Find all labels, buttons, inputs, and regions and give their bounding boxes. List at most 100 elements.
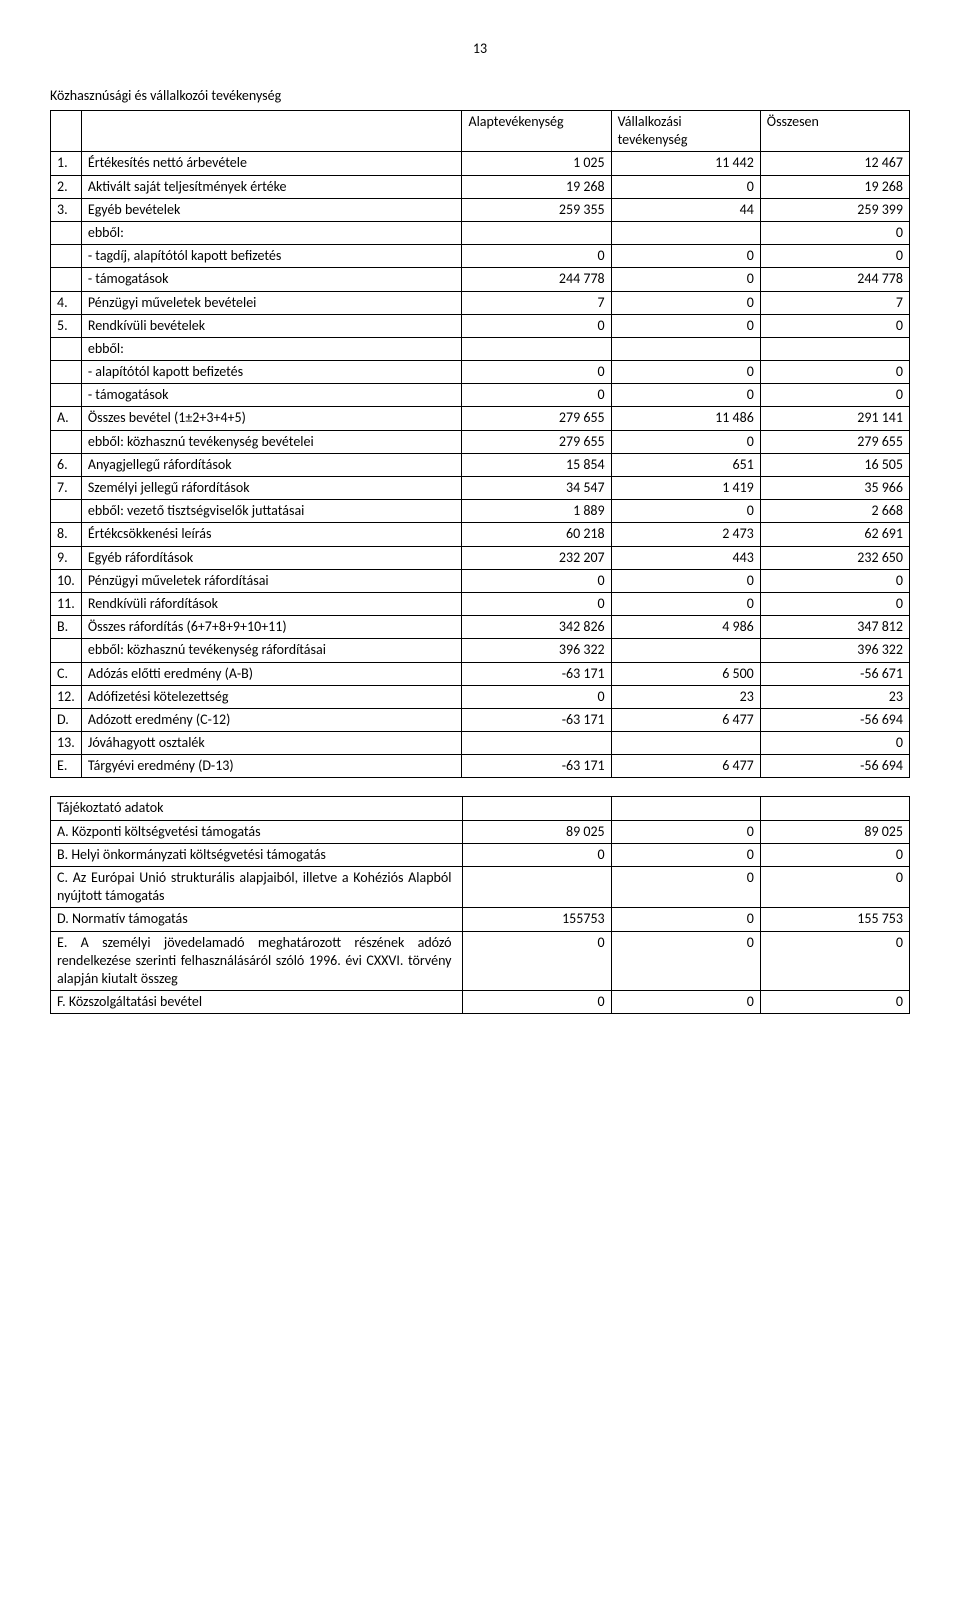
row-number: B.	[51, 616, 82, 639]
financial-table-1: Alaptevékenység Vállalkozási tevékenység…	[50, 110, 910, 778]
table-row: ebből: közhasznú tevékenység bevételei27…	[51, 430, 910, 453]
cell-v3: 232 650	[760, 546, 909, 569]
table-header-row: Tájékoztató adatok	[51, 797, 910, 820]
row-number: 13.	[51, 732, 82, 755]
cell-v2: 0	[611, 314, 760, 337]
row-label: - támogatások	[81, 268, 462, 291]
cell-v2: 0	[611, 268, 760, 291]
cell-v1: 396 322	[462, 639, 611, 662]
cell-v1	[462, 732, 611, 755]
cell-v3: 291 141	[760, 407, 909, 430]
cell-v3: 0	[760, 384, 909, 407]
row-number: 12.	[51, 685, 82, 708]
cell-v2: 0	[611, 175, 760, 198]
cell-v1: 7	[462, 291, 611, 314]
cell-v1: 0	[462, 991, 611, 1014]
table-row: B.Összes ráfordítás (6+7+8+9+10+11)342 8…	[51, 616, 910, 639]
row-label: C. Az Európai Unió strukturális alapjaib…	[51, 867, 463, 908]
table-row: 11.Rendkívüli ráfordítások000	[51, 592, 910, 615]
row-label: Aktivált saját teljesítmények értéke	[81, 175, 462, 198]
cell-v2: 443	[611, 546, 760, 569]
cell-v3: 259 399	[760, 198, 909, 221]
row-label: Értékcsökkenési leírás	[81, 523, 462, 546]
table-row: 4.Pénzügyi műveletek bevételei707	[51, 291, 910, 314]
cell-v1: 60 218	[462, 523, 611, 546]
row-label: B. Helyi önkormányzati költségvetési tám…	[51, 843, 463, 866]
cell-v2: 23	[611, 685, 760, 708]
row-number: 1.	[51, 152, 82, 175]
cell-v3: 0	[760, 569, 909, 592]
cell-v2: 0	[611, 991, 760, 1014]
table-row: D.Adózott eredmény (C-12)-63 1716 477-56…	[51, 708, 910, 731]
cell-v3	[760, 337, 909, 360]
table-row: A. Központi költségvetési támogatás89 02…	[51, 820, 910, 843]
cell-v2: 6 500	[611, 662, 760, 685]
cell-v1: 19 268	[462, 175, 611, 198]
table-row: 6.Anyagjellegű ráfordítások15 85465116 5…	[51, 453, 910, 476]
row-number: D.	[51, 708, 82, 731]
cell-v2: 0	[611, 384, 760, 407]
cell-v1: 244 778	[462, 268, 611, 291]
cell-v2: 11 486	[611, 407, 760, 430]
cell-v2: 0	[611, 931, 760, 991]
cell-v1: 0	[462, 384, 611, 407]
cell-v2: 44	[611, 198, 760, 221]
table-row: 13.Jóváhagyott osztalék0	[51, 732, 910, 755]
row-label: E. A személyi jövedelamadó meghatározott…	[51, 931, 463, 991]
cell-v2: 11 442	[611, 152, 760, 175]
row-number: 7.	[51, 477, 82, 500]
table-row: F. Közszolgáltatási bevétel000	[51, 991, 910, 1014]
row-label: F. Közszolgáltatási bevétel	[51, 991, 463, 1014]
cell-v3: 0	[760, 732, 909, 755]
cell-v2: 0	[611, 291, 760, 314]
row-label: Rendkívüli bevételek	[81, 314, 462, 337]
cell-v1: 232 207	[462, 546, 611, 569]
cell-v3: 0	[760, 931, 909, 991]
table-row: - támogatások000	[51, 384, 910, 407]
row-label: - alapítótól kapott befizetés	[81, 361, 462, 384]
cell-v1: 0	[462, 592, 611, 615]
cell-v1: -63 171	[462, 662, 611, 685]
cell-v2: 6 477	[611, 755, 760, 778]
cell-v3: 2 668	[760, 500, 909, 523]
table-header-row: Alaptevékenység Vállalkozási tevékenység…	[51, 111, 910, 152]
row-label: ebből: közhasznú tevékenység bevételei	[81, 430, 462, 453]
cell-v2: 0	[611, 867, 760, 908]
cell-v1	[462, 867, 611, 908]
table-row: - alapítótól kapott befizetés000	[51, 361, 910, 384]
cell-v2: 651	[611, 453, 760, 476]
row-label: - tagdíj, alapítótól kapott befizetés	[81, 245, 462, 268]
cell-v3: 0	[760, 991, 909, 1014]
table-row: 8.Értékcsökkenési leírás60 2182 47362 69…	[51, 523, 910, 546]
row-label: Adózás előtti eredmény (A-B)	[81, 662, 462, 685]
table-row: 12.Adófizetési kötelezettség02323	[51, 685, 910, 708]
table-row: D. Normatív támogatás1557530155 753	[51, 908, 910, 931]
cell-v2: 0	[611, 361, 760, 384]
row-label: Tárgyévi eredmény (D-13)	[81, 755, 462, 778]
cell-v3: 12 467	[760, 152, 909, 175]
cell-v3: -56 671	[760, 662, 909, 685]
row-number: 3.	[51, 198, 82, 221]
cell-v3: 23	[760, 685, 909, 708]
cell-v1: -63 171	[462, 708, 611, 731]
cell-v3: -56 694	[760, 708, 909, 731]
row-number: A.	[51, 407, 82, 430]
row-number: 6.	[51, 453, 82, 476]
cell-v2: 0	[611, 430, 760, 453]
table-row: 7.Személyi jellegű ráfordítások34 5471 4…	[51, 477, 910, 500]
row-number	[51, 361, 82, 384]
cell-v2: 4 986	[611, 616, 760, 639]
row-number	[51, 268, 82, 291]
row-number: C.	[51, 662, 82, 685]
cell-v1: 0	[462, 931, 611, 991]
table-row: E. A személyi jövedelamadó meghatározott…	[51, 931, 910, 991]
cell-v1: 0	[462, 843, 611, 866]
row-label: Anyagjellegű ráfordítások	[81, 453, 462, 476]
cell-v3: 89 025	[760, 820, 909, 843]
row-label: Adózott eredmény (C-12)	[81, 708, 462, 731]
table-row: 5.Rendkívüli bevételek000	[51, 314, 910, 337]
table-row: - tagdíj, alapítótól kapott befizetés000	[51, 245, 910, 268]
cell-v3: 62 691	[760, 523, 909, 546]
cell-v1: 342 826	[462, 616, 611, 639]
cell-v2	[611, 732, 760, 755]
